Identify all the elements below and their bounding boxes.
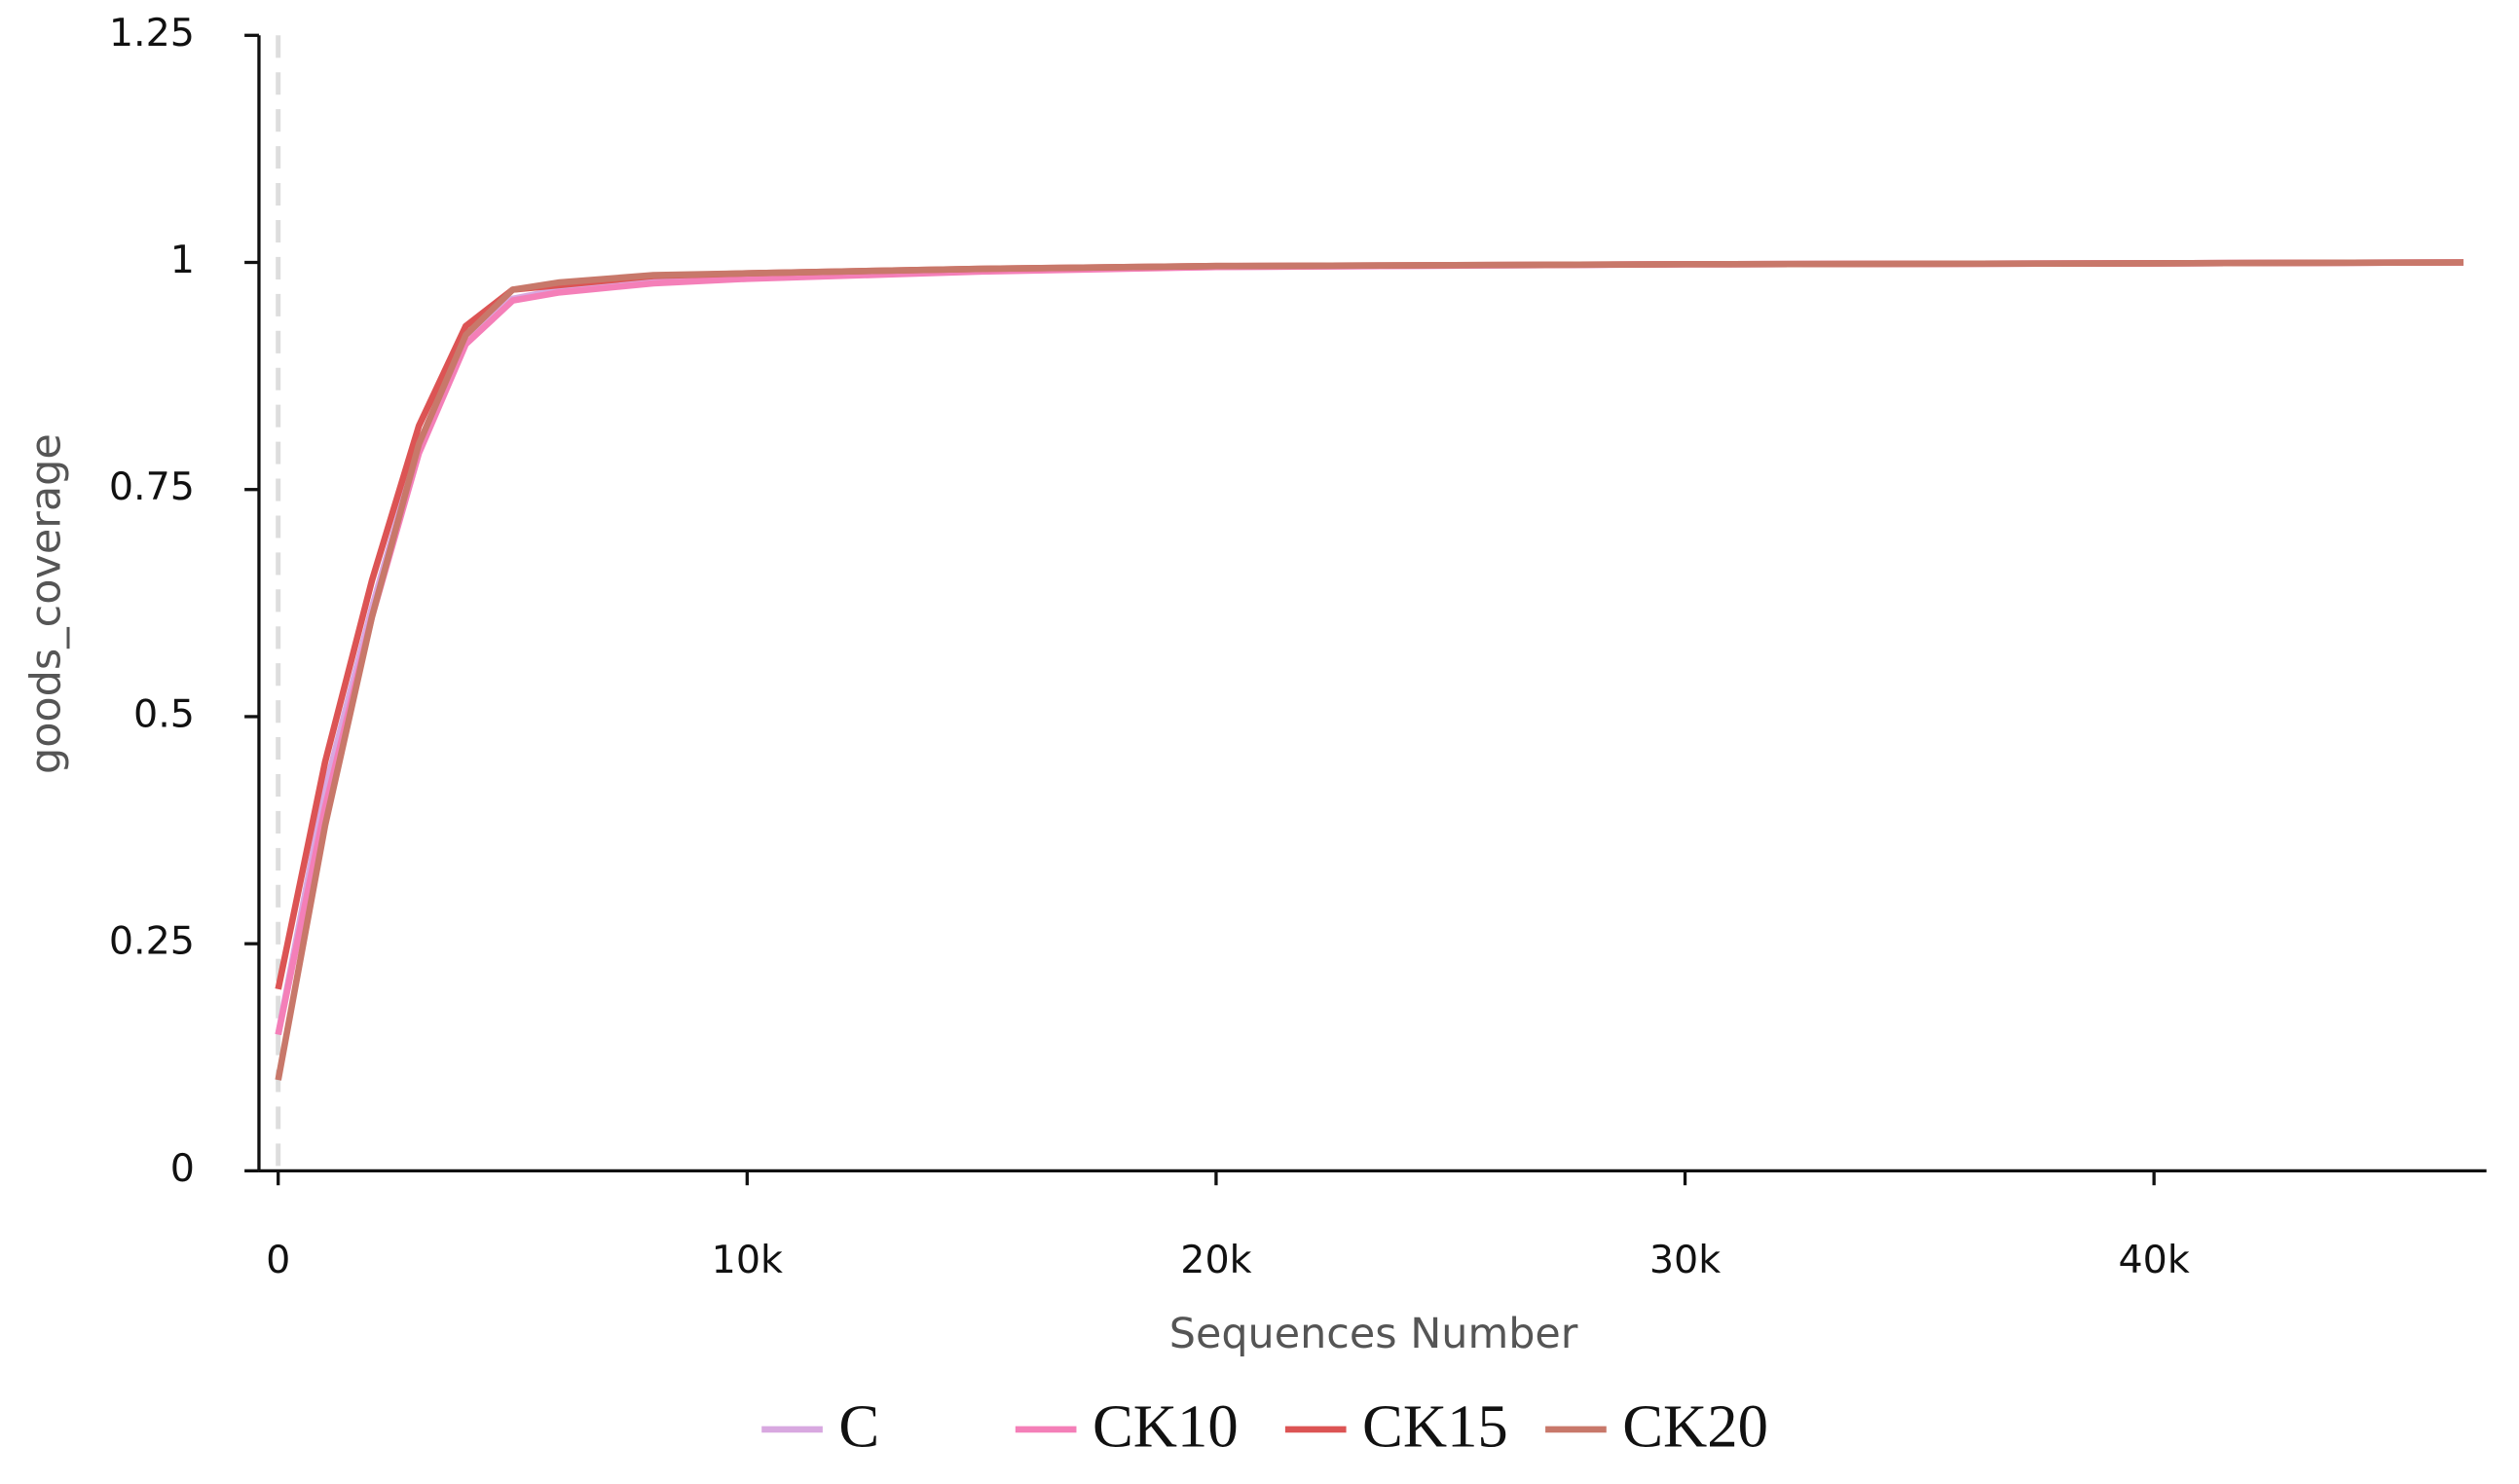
series-line — [275, 259, 2464, 990]
legend-label: CK20 — [1622, 1392, 1768, 1461]
y-tick-label: 1.25 — [109, 11, 195, 56]
series-line — [275, 259, 2464, 1036]
legend-label: CK15 — [1362, 1392, 1508, 1461]
x-tick-label: 10k — [712, 1238, 783, 1282]
legend-label: CK10 — [1093, 1392, 1239, 1461]
x-axis-label: Sequences Number — [1169, 1310, 1578, 1358]
legend-label: C — [838, 1392, 879, 1461]
x-tick-label: 30k — [1649, 1238, 1721, 1282]
y-tick-label: 1 — [170, 238, 195, 282]
x-tick-label: 40k — [2118, 1238, 2189, 1282]
x-tick-label: 20k — [1180, 1238, 1251, 1282]
y-axis-label: goods_coverage — [21, 433, 70, 774]
y-tick-label: 0.75 — [109, 464, 195, 509]
y-tick-label: 0.5 — [133, 691, 195, 736]
y-tick-label: 0.25 — [109, 919, 195, 964]
series-line — [275, 259, 2464, 1081]
series-line — [275, 259, 2464, 1036]
x-tick-label: 0 — [266, 1238, 290, 1282]
y-tick-label: 0 — [170, 1146, 195, 1191]
